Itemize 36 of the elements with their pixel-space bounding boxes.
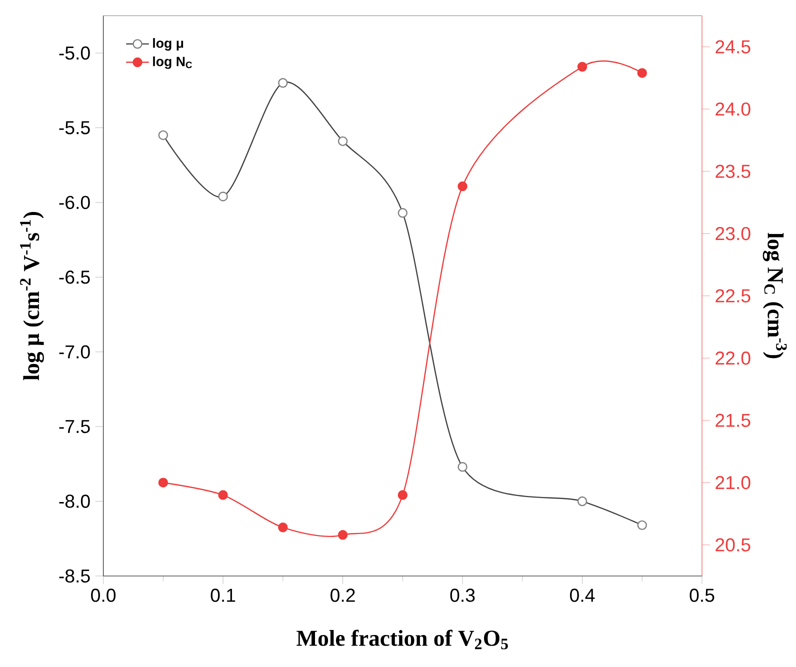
point [218,490,228,500]
y2-tick-label: 22.5 [716,289,750,302]
point [398,490,408,500]
y2-axis-title: log N$_{C}$ (cm$^{-3}$) [762,232,787,358]
y2-tick-label: 21.0 [716,476,750,490]
y-tick-label: -6.0 [59,196,90,210]
x-tick-label: 0.2 [330,588,355,602]
x-tick-label: 0.0 [91,588,116,602]
point [458,181,468,192]
x-axis-title: Mole fraction of V$_{2}$O$_{5}$ [296,630,508,650]
y-tick-label: -5.5 [59,121,90,134]
y2-tick-label: 20.5 [716,538,750,552]
y-tick-label: -8.5 [59,569,90,583]
y-tick-label: -7.0 [59,345,90,358]
point [158,478,168,488]
y2-tick-label: 23.5 [716,164,750,178]
y-tick-label: -7.5 [59,420,90,434]
x-tick-label: 0.5 [690,588,714,602]
x-tick-label: 0.1 [210,588,236,602]
x-tick-label: 0.4 [570,588,595,602]
y-tick-label: -6.5 [59,270,90,284]
y-tick-label: -5.0 [59,46,90,60]
y2-tick-label: 22.0 [716,351,750,365]
y-tick-label: -8.0 [59,494,90,508]
point [577,62,588,72]
y2-tick-label: 24.0 [716,102,750,116]
y-axis-title: log μ (cm$^{-2}$ V$^{-1}$s$^{-1}$) [20,212,44,380]
point [637,68,647,78]
point [338,530,348,540]
point [278,522,288,532]
y2-tick-label: 21.5 [716,414,750,427]
y2-tick-label: 23.0 [716,226,750,240]
y2-tick-label: 24.5 [716,40,750,54]
legend-label: log μ [153,38,184,51]
x-tick-label: 0.3 [450,588,475,602]
legend-label: log N$_{C}$ [153,56,192,69]
